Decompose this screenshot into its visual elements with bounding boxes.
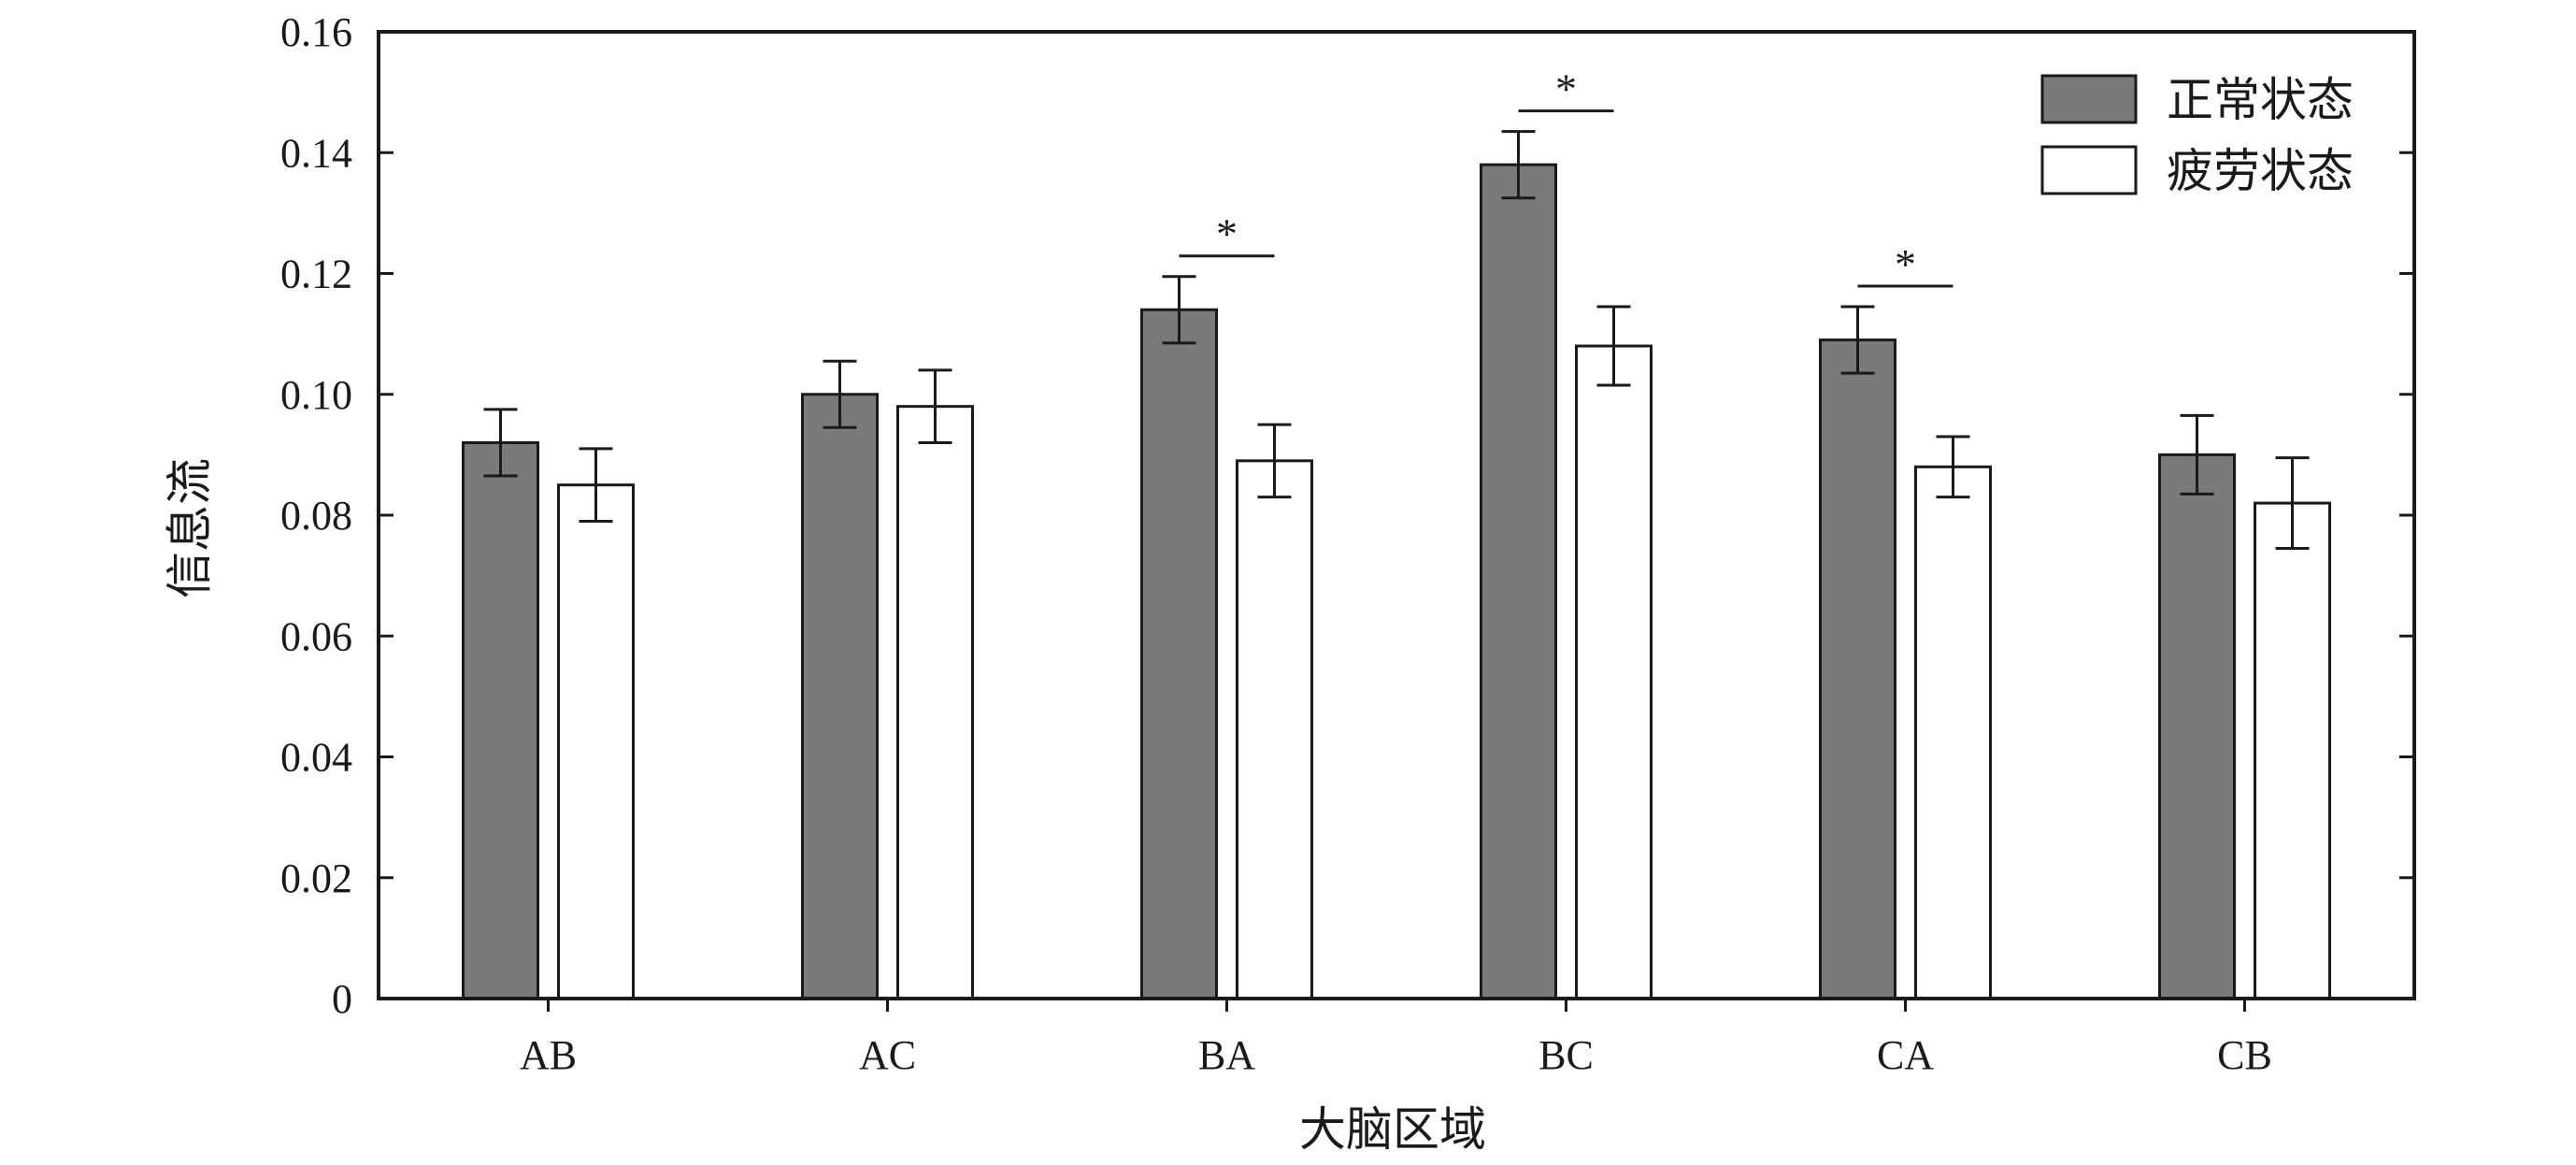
bar-BC-series-1 [1577,346,1652,999]
y-axis-title: 信息流 [164,458,216,598]
bar-CA-series-0 [1821,340,1896,999]
legend-swatch-normal [2042,76,2136,122]
error-bars-layer [484,132,2310,549]
y-tick-label-8: 0.16 [280,9,352,55]
legend-label-normal: 正常状态 [2167,74,2354,126]
x-tick-label-BA: BA [1198,1032,1255,1078]
bar-BA-series-1 [1238,461,1312,999]
bar-AC-series-1 [898,407,973,999]
significance-layer: * * * [1180,65,1953,288]
x-tick-label-CB: CB [2217,1032,2272,1078]
y-tick-label-5: 0.10 [280,372,352,418]
x-tick-label-AC: AC [859,1032,916,1078]
y-tick-label-4: 0.08 [280,493,352,539]
legend: 正常状态 疲劳状态 [2042,74,2354,197]
y-tick-label-6: 0.12 [280,252,352,297]
significance-marker-BC: * [1555,65,1577,113]
bar-BC-series-0 [1481,165,1556,999]
legend-swatch-fatigue [2042,147,2136,194]
bar-CB-series-1 [2255,503,2330,999]
bar-AB-series-1 [559,485,634,999]
x-tick-label-BC: BC [1538,1032,1594,1078]
y-tick-label-1: 0.02 [280,856,352,901]
x-tick-label-CA: CA [1877,1032,1934,1078]
bars-layer [464,165,2330,999]
bar-AC-series-0 [803,395,878,999]
bar-CA-series-1 [1916,467,1991,999]
y-tick-label-7: 0.14 [280,130,352,176]
bar-BA-series-0 [1142,309,1217,999]
significance-marker-CA: * [1895,240,1916,288]
legend-label-fatigue: 疲劳状态 [2167,145,2354,197]
x-tick-label-AB: AB [520,1032,577,1078]
y-tick-label-0: 0 [332,976,352,1022]
bar-AB-series-0 [464,442,538,999]
bar-CB-series-0 [2160,454,2235,999]
significance-marker-BA: * [1216,210,1238,258]
y-tick-label-3: 0.06 [280,613,352,659]
x-axis-title: 大脑区域 [1299,1103,1486,1156]
y-tick-label-2: 0.04 [280,735,352,781]
